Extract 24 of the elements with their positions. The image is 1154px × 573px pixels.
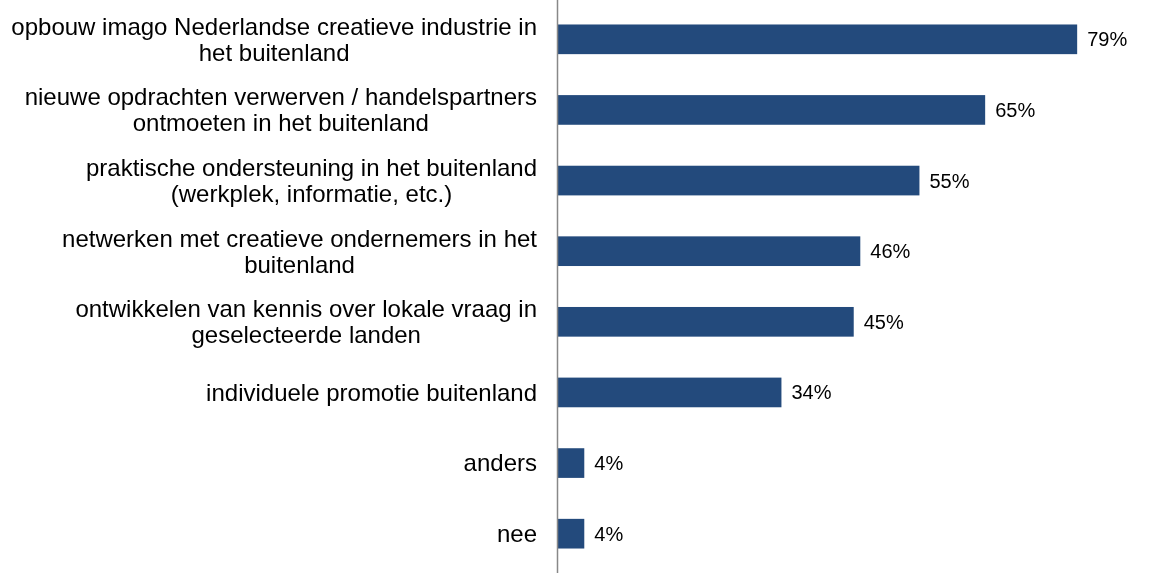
data-label: 45% xyxy=(863,310,904,333)
data-label: 4% xyxy=(594,452,624,475)
bar xyxy=(558,95,986,125)
data-label: 65% xyxy=(995,98,1036,121)
y-tick-label: opbouw imago Nederlandse creatieve industrie in het buitenland xyxy=(11,12,538,66)
bar xyxy=(558,377,782,408)
data-label: 55% xyxy=(929,169,970,192)
y-tick-label: netwerken met creatieve ondernemers in het buitenland xyxy=(62,224,538,278)
y-tick-label: nieuwe opdrachten verwerven / handelspartners ontmoeten in het buitenland xyxy=(24,83,537,137)
y-tick-label: nee xyxy=(496,520,537,548)
y-tick-label: praktische ondersteuning in het buitenland (werkplek, informatie, etc.) xyxy=(86,153,537,207)
data-label: 4% xyxy=(594,522,624,545)
bar xyxy=(558,518,585,549)
data-label: 79% xyxy=(1087,28,1128,51)
bar xyxy=(558,448,585,478)
data-label: 34% xyxy=(791,381,832,404)
bar xyxy=(558,24,1078,55)
bar xyxy=(558,306,854,337)
bar xyxy=(558,236,861,267)
y-tick-label: anders xyxy=(463,449,537,477)
y-tick-label: individuele promotie buitenland xyxy=(206,378,537,406)
y-tick-label: ontwikkelen van kennis over lokale vraag in geselecteerde landen xyxy=(75,295,537,349)
bar xyxy=(558,165,920,196)
data-label: 46% xyxy=(870,240,911,263)
